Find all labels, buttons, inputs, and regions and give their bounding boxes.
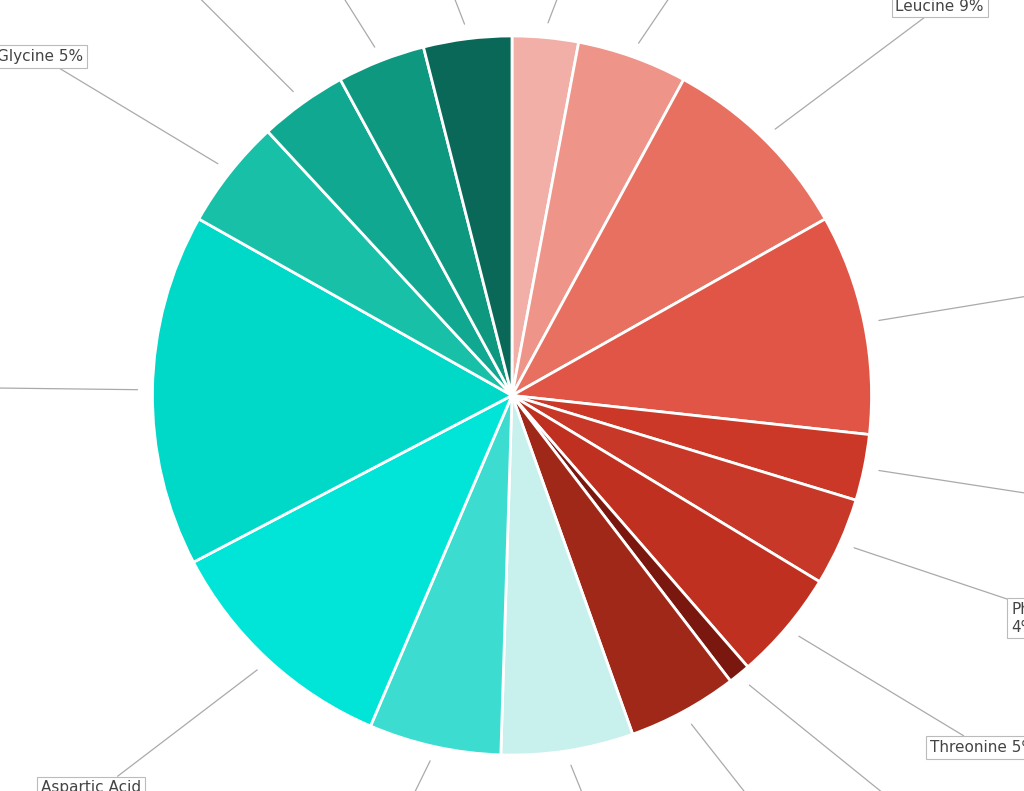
Text: Proline 4%: Proline 4% bbox=[113, 0, 293, 92]
Text: Methionine 3%: Methionine 3% bbox=[879, 471, 1024, 513]
Text: Serine 4%: Serine 4% bbox=[234, 0, 375, 47]
Wedge shape bbox=[512, 396, 819, 667]
Wedge shape bbox=[512, 396, 856, 581]
Wedge shape bbox=[512, 219, 871, 434]
Wedge shape bbox=[512, 36, 579, 396]
Wedge shape bbox=[371, 396, 512, 755]
Wedge shape bbox=[512, 396, 869, 500]
Text: Valine 5%: Valine 5% bbox=[691, 725, 848, 791]
Wedge shape bbox=[194, 396, 512, 726]
Text: Alanine 6%: Alanine 6% bbox=[571, 765, 683, 791]
Text: Lysine 10%: Lysine 10% bbox=[879, 278, 1024, 320]
Text: Leucine 9%: Leucine 9% bbox=[775, 0, 984, 129]
Wedge shape bbox=[199, 131, 512, 396]
Wedge shape bbox=[153, 219, 512, 562]
Wedge shape bbox=[424, 36, 512, 396]
Text: Tyrosine 4%: Tyrosine 4% bbox=[352, 0, 465, 25]
Text: Tryptophan 1%: Tryptophan 1% bbox=[750, 685, 973, 791]
Text: Phenylalanine
4%: Phenylalanine 4% bbox=[854, 548, 1024, 634]
Wedge shape bbox=[340, 47, 512, 396]
Wedge shape bbox=[512, 396, 730, 734]
Wedge shape bbox=[512, 42, 684, 396]
Text: Aspartic Acid
11%: Aspartic Acid 11% bbox=[41, 670, 257, 791]
Text: Isoleucine 5%: Isoleucine 5% bbox=[639, 0, 802, 44]
Wedge shape bbox=[512, 80, 825, 396]
Text: Arginine 6%: Arginine 6% bbox=[301, 761, 430, 791]
Text: Histidine 3 %: Histidine 3 % bbox=[548, 0, 665, 23]
Text: Threonine 5%: Threonine 5% bbox=[799, 636, 1024, 755]
Wedge shape bbox=[512, 396, 748, 681]
Wedge shape bbox=[268, 80, 512, 396]
Text: Glycine 5%: Glycine 5% bbox=[0, 49, 218, 164]
Wedge shape bbox=[501, 396, 633, 755]
Text: Glutamic Acid
16%: Glutamic Acid 16% bbox=[0, 371, 137, 403]
